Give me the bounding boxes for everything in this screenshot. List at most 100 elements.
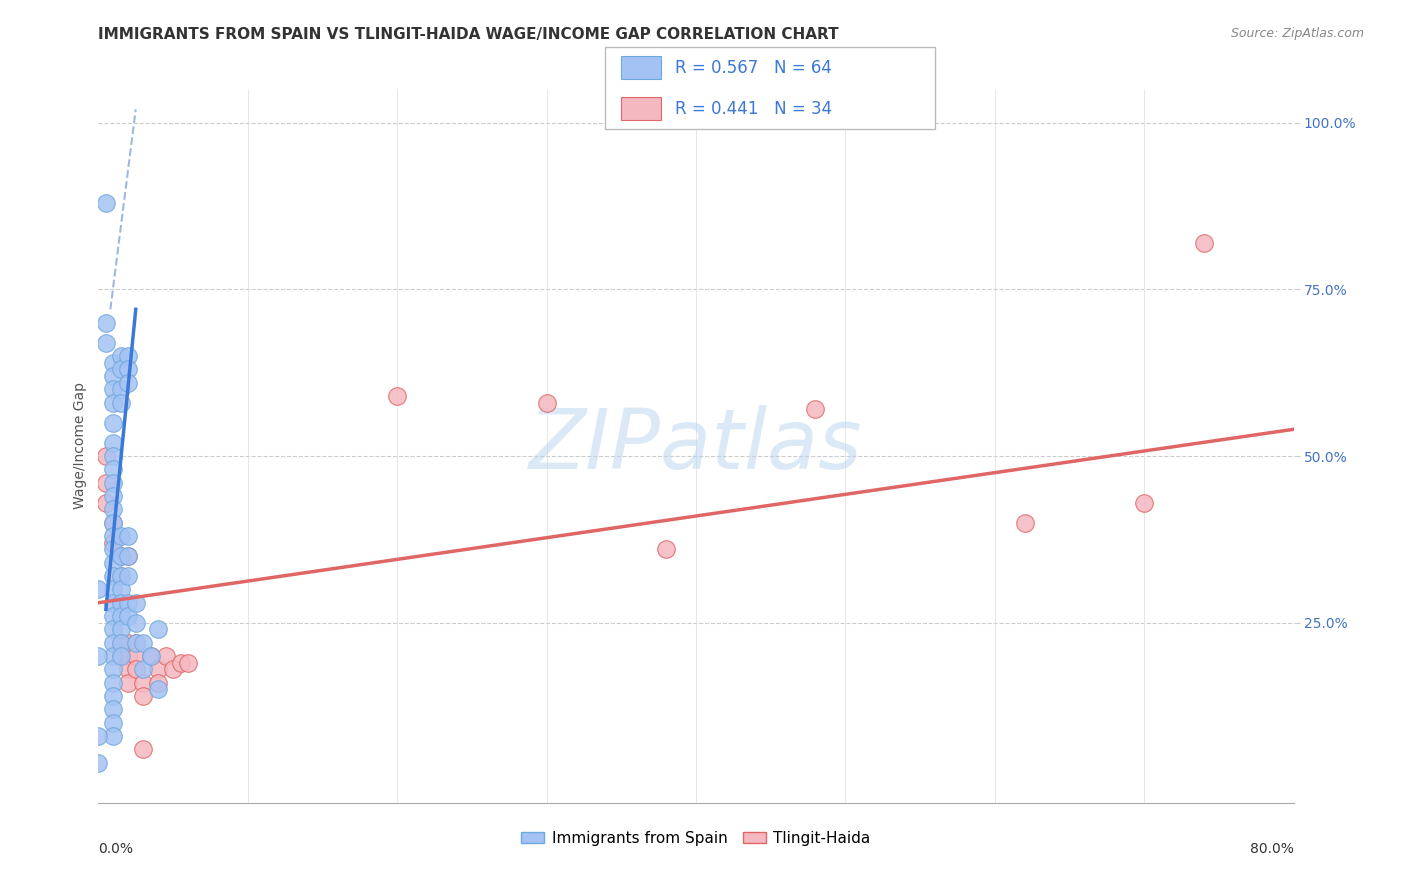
Point [117,675,139,690]
Point [110,549,132,563]
Point [117,549,139,563]
Point [148,675,170,690]
Point [1014,516,1036,530]
Point [103,542,125,557]
Point [103,502,125,516]
Point [385,389,409,403]
Point [103,569,125,583]
Point [117,529,139,543]
Point [110,349,132,363]
Point [110,649,132,664]
Point [103,596,125,610]
Point [117,609,139,624]
Point [139,649,162,664]
Point [125,636,148,650]
Point [87,729,110,743]
Text: ZIPatlas: ZIPatlas [529,406,863,486]
Point [117,376,139,390]
Point [103,729,125,743]
Point [94,475,117,490]
Point [132,689,155,703]
Point [110,569,132,583]
Point [1192,235,1215,250]
Point [125,615,148,630]
Point [94,449,117,463]
Text: 0.0%: 0.0% [98,842,134,856]
Point [177,656,200,670]
Point [103,368,125,383]
Point [87,756,110,770]
Point [103,449,125,463]
Point [110,529,132,543]
Point [132,636,155,650]
Point [103,475,125,490]
Point [94,335,117,350]
Point [117,649,139,664]
Point [103,516,125,530]
Point [536,395,558,409]
Y-axis label: Wage/Income Gap: Wage/Income Gap [73,383,87,509]
Point [804,402,827,417]
Point [148,662,170,676]
Point [103,662,125,676]
Point [103,395,125,409]
Point [1133,496,1156,510]
Point [103,675,125,690]
Point [148,623,170,637]
Point [94,496,117,510]
Point [117,596,139,610]
Text: R = 0.441   N = 34: R = 0.441 N = 34 [675,100,832,118]
Point [148,682,170,697]
Point [103,715,125,730]
Point [103,356,125,370]
Point [110,395,132,409]
Point [117,349,139,363]
Point [103,582,125,597]
Point [139,649,162,664]
Point [103,649,125,664]
Point [110,362,132,376]
Point [103,435,125,450]
Point [110,549,132,563]
Legend: Immigrants from Spain, Tlingit-Haida: Immigrants from Spain, Tlingit-Haida [515,825,877,852]
Point [94,316,117,330]
Point [110,649,132,664]
Point [132,675,155,690]
Text: Source: ZipAtlas.com: Source: ZipAtlas.com [1230,27,1364,40]
Point [117,362,139,376]
Point [94,195,117,210]
Point [110,596,132,610]
Point [125,649,148,664]
Point [87,582,110,597]
Text: IMMIGRANTS FROM SPAIN VS TLINGIT-HAIDA WAGE/INCOME GAP CORRELATION CHART: IMMIGRANTS FROM SPAIN VS TLINGIT-HAIDA W… [98,27,839,42]
Point [103,382,125,396]
Point [110,582,132,597]
Point [103,416,125,430]
Point [169,656,191,670]
Point [103,702,125,716]
Point [117,662,139,676]
Point [103,623,125,637]
Point [125,596,148,610]
Point [162,662,184,676]
Point [110,569,132,583]
Point [103,489,125,503]
Point [103,636,125,650]
Point [117,569,139,583]
Point [155,649,177,664]
Point [103,609,125,624]
Point [103,462,125,476]
Point [103,535,125,549]
Point [110,609,132,624]
Point [110,623,132,637]
Point [125,636,148,650]
Point [103,689,125,703]
Point [655,542,678,557]
Point [103,516,125,530]
Text: 80.0%: 80.0% [1250,842,1294,856]
Text: R = 0.567   N = 64: R = 0.567 N = 64 [675,59,832,77]
Point [110,382,132,396]
Point [132,742,155,756]
Point [125,662,148,676]
Point [87,649,110,664]
